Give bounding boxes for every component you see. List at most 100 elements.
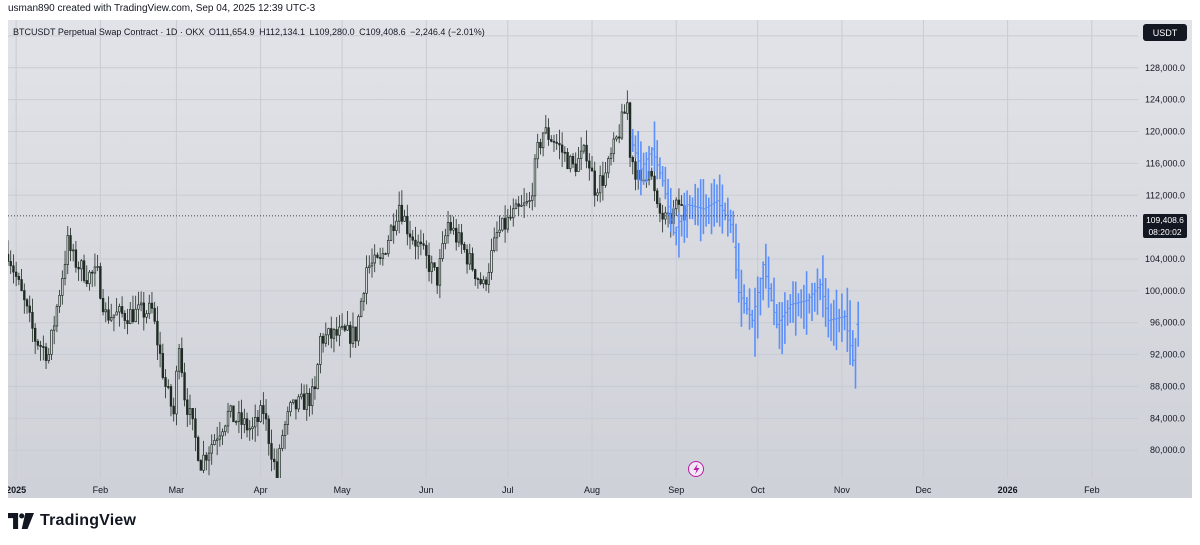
- x-tick-label: Jul: [502, 485, 514, 495]
- events-icon[interactable]: [688, 461, 704, 477]
- candle-body: [137, 304, 140, 310]
- y-tick-label: 124,000.0: [1145, 95, 1185, 105]
- candle-body: [552, 140, 556, 143]
- candle-body: [215, 438, 219, 441]
- candle-body: [357, 316, 360, 342]
- candle-body: [194, 418, 197, 438]
- candle-body: [590, 167, 594, 172]
- candle-body: [425, 244, 428, 256]
- candle-body: [422, 243, 425, 246]
- tradingview-logo[interactable]: TradingView: [8, 512, 136, 530]
- candle-body: [118, 306, 121, 313]
- x-tick-label: 2026: [998, 485, 1018, 495]
- candle-body: [520, 204, 523, 207]
- candle-body: [286, 411, 289, 425]
- price-chart[interactable]: 132,000.0128,000.0124,000.0120,000.0116,…: [8, 20, 1192, 498]
- candle-body: [321, 335, 325, 344]
- candle-body: [33, 327, 37, 342]
- candle-body: [300, 393, 303, 398]
- symbol-legend[interactable]: BTCUSDT Perpetual Swap Contract · 1D · O…: [13, 27, 487, 37]
- candle-body: [28, 305, 31, 313]
- candle-body: [381, 253, 385, 259]
- bar-countdown: 08:20:02: [1148, 227, 1182, 237]
- candle-body: [531, 195, 534, 201]
- x-tick-label: Aug: [584, 485, 600, 495]
- candle-body: [438, 258, 442, 286]
- time-axis-band: [8, 478, 1192, 498]
- candle-body: [172, 405, 175, 415]
- candle-body: [23, 290, 26, 301]
- candle-body: [512, 208, 515, 219]
- candle-body: [560, 144, 564, 153]
- candle-body: [389, 225, 393, 241]
- price-axis[interactable]: 132,000.0128,000.0124,000.0120,000.0116,…: [1138, 20, 1192, 487]
- candle-body: [205, 454, 208, 461]
- candle-body: [14, 271, 18, 277]
- candle-body: [161, 353, 165, 378]
- candle-body: [207, 452, 211, 461]
- candle-body: [411, 236, 414, 241]
- x-tick-label: Sep: [668, 485, 684, 495]
- candle-body: [129, 309, 132, 324]
- candle-body: [376, 254, 379, 258]
- y-tick-label: 96,000.0: [1150, 318, 1185, 328]
- candle-body: [243, 418, 246, 425]
- time-axis[interactable]: 2025 Feb Mar Apr May Jun Jul Aug Sep Oct Nov Dec 202…: [8, 478, 1192, 498]
- candle-body: [63, 264, 67, 279]
- candle-body: [528, 200, 531, 202]
- ohlc-low: L109,280.0: [309, 27, 355, 37]
- candle-body: [88, 271, 91, 285]
- chart-area[interactable]: 132,000.0128,000.0124,000.0120,000.0116,…: [8, 20, 1192, 498]
- candle-body: [50, 329, 53, 355]
- candle-body: [308, 392, 311, 407]
- symbol-name[interactable]: BTCUSDT Perpetual Swap Contract · 1D · O…: [13, 27, 205, 37]
- candle-body: [419, 241, 423, 245]
- candle-body: [131, 309, 135, 322]
- candle-body: [362, 292, 366, 302]
- candle-body: [403, 215, 406, 222]
- candle-body: [77, 266, 80, 270]
- candle-body: [324, 334, 328, 344]
- candle-body: [408, 233, 412, 238]
- candle-body: [112, 314, 116, 318]
- candle-body: [427, 255, 431, 272]
- y-tick-label: 84,000.0: [1150, 413, 1185, 423]
- candle-body: [457, 232, 461, 243]
- candle-body: [506, 216, 509, 230]
- currency-badge[interactable]: USDT: [1143, 24, 1187, 41]
- candle-body: [400, 204, 404, 222]
- candle-body: [199, 460, 203, 471]
- x-tick-label: Feb: [93, 485, 109, 495]
- candle-body: [604, 172, 607, 186]
- candle-body: [251, 426, 254, 429]
- candle-body: [278, 448, 281, 480]
- y-tick-label: 112,000.0: [1146, 190, 1185, 200]
- candle-body: [522, 202, 526, 206]
- tradingview-wordmark: TradingView: [40, 512, 137, 529]
- candle-body: [449, 222, 452, 231]
- ohlc-close: C109,408.6: [359, 27, 406, 37]
- candle-body: [139, 302, 143, 306]
- candle-body: [620, 111, 624, 139]
- candle-body: [191, 408, 194, 420]
- candle-body: [183, 372, 186, 401]
- x-tick-label: Nov: [834, 485, 851, 495]
- candle-body: [346, 325, 349, 331]
- y-tick-label: 88,000.0: [1150, 381, 1185, 391]
- candle-body: [588, 160, 591, 169]
- candle-body: [110, 317, 113, 321]
- candle-body: [495, 232, 499, 239]
- candle-body: [229, 405, 232, 412]
- candle-body: [384, 253, 387, 255]
- candle-body: [563, 151, 567, 154]
- candle-body: [460, 232, 463, 245]
- candle-body: [544, 127, 548, 134]
- candle-body: [99, 266, 102, 299]
- candle-body: [607, 158, 610, 174]
- y-tick-label: 116,000.0: [1146, 158, 1185, 168]
- candle-body: [20, 279, 23, 291]
- candle-body: [471, 253, 474, 270]
- candle-body: [123, 313, 126, 321]
- candle-body: [226, 410, 230, 427]
- candle-body: [468, 253, 471, 265]
